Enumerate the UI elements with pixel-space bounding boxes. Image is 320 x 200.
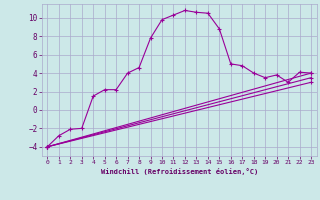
- X-axis label: Windchill (Refroidissement éolien,°C): Windchill (Refroidissement éolien,°C): [100, 168, 258, 175]
